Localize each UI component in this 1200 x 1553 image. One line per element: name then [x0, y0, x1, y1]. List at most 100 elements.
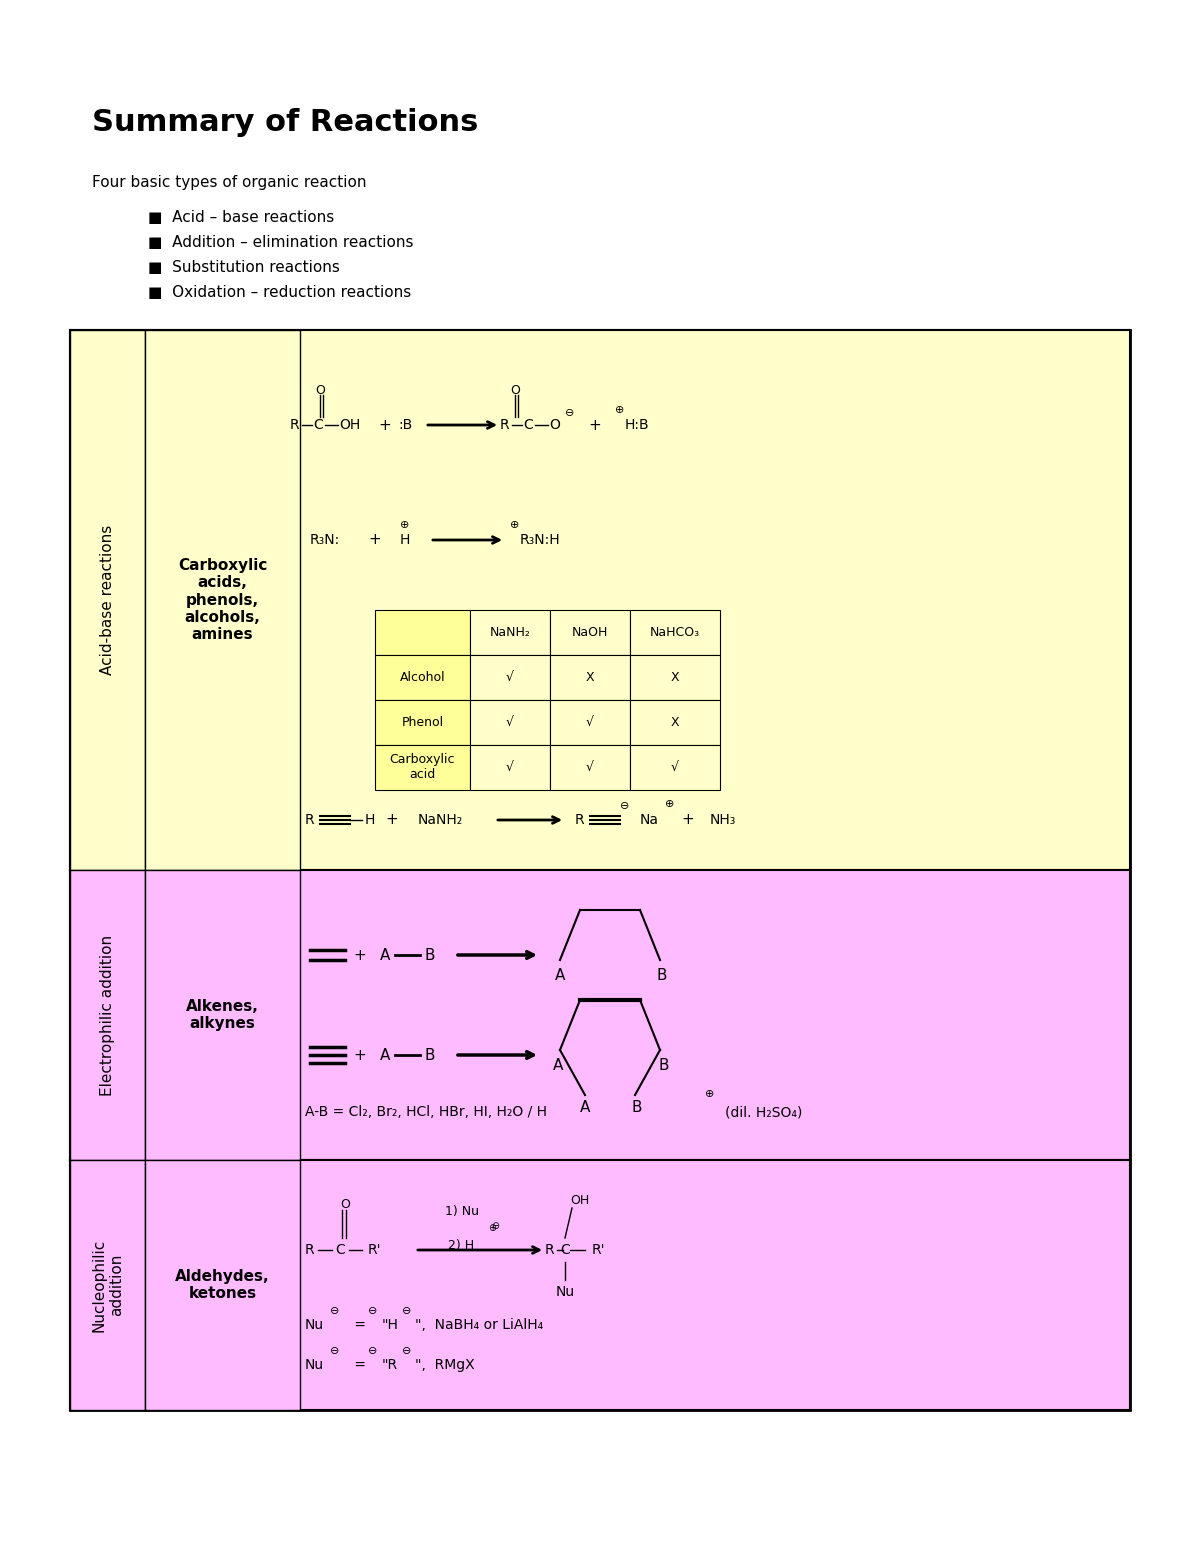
- Text: Nu: Nu: [305, 1318, 324, 1332]
- Text: ■  Addition – elimination reactions: ■ Addition – elimination reactions: [148, 235, 414, 250]
- Text: NaOH: NaOH: [572, 626, 608, 638]
- Bar: [550, 655, 630, 700]
- Bar: [630, 610, 720, 655]
- Text: ⊖: ⊖: [330, 1306, 340, 1315]
- Text: ",  RMgX: ", RMgX: [415, 1357, 475, 1371]
- Bar: [550, 610, 630, 655]
- Text: ",  NaBH₄ or LiAlH₄: ", NaBH₄ or LiAlH₄: [415, 1318, 544, 1332]
- Text: C: C: [335, 1242, 344, 1256]
- Text: ⊖: ⊖: [368, 1306, 378, 1315]
- Text: ■  Acid – base reactions: ■ Acid – base reactions: [148, 210, 335, 225]
- Text: +: +: [368, 533, 382, 548]
- Text: Nucleophilic
addition: Nucleophilic addition: [91, 1238, 124, 1331]
- Bar: [70, 329, 1130, 1410]
- Text: O: O: [316, 384, 325, 396]
- Text: √: √: [506, 671, 514, 683]
- Text: O: O: [340, 1199, 350, 1211]
- Text: =: =: [350, 1357, 371, 1371]
- Bar: [470, 655, 550, 700]
- Bar: [145, 329, 300, 870]
- Text: ⊖: ⊖: [402, 1306, 412, 1315]
- Text: B: B: [425, 947, 436, 963]
- Text: R₃N:H: R₃N:H: [520, 533, 560, 547]
- Bar: [70, 329, 1130, 870]
- Bar: [70, 329, 1130, 870]
- Text: R': R': [592, 1242, 606, 1256]
- Text: ⊕: ⊕: [401, 520, 409, 530]
- Text: Na: Na: [640, 814, 659, 828]
- Bar: [145, 870, 300, 1160]
- Text: ⊕: ⊕: [510, 520, 520, 530]
- Text: Alkenes,
alkynes: Alkenes, alkynes: [186, 999, 259, 1031]
- Text: ⊕: ⊕: [488, 1224, 496, 1233]
- Bar: [70, 1160, 145, 1410]
- Bar: [145, 870, 300, 1160]
- Text: ■  Substitution reactions: ■ Substitution reactions: [148, 259, 340, 275]
- Text: √: √: [586, 716, 594, 728]
- Text: B: B: [425, 1048, 436, 1062]
- Text: Electrophilic addition: Electrophilic addition: [100, 935, 115, 1095]
- Text: +: +: [385, 812, 398, 828]
- Text: ⊖: ⊖: [565, 408, 575, 418]
- Bar: [70, 870, 145, 1160]
- Text: B: B: [631, 1100, 642, 1115]
- Bar: [70, 1160, 145, 1410]
- Text: NaHCO₃: NaHCO₃: [650, 626, 700, 638]
- Text: OH: OH: [570, 1194, 589, 1207]
- Text: ■  Oxidation – reduction reactions: ■ Oxidation – reduction reactions: [148, 286, 412, 300]
- Bar: [550, 700, 630, 745]
- Text: NaNH₂: NaNH₂: [490, 626, 530, 638]
- Text: NaNH₂: NaNH₂: [418, 814, 463, 828]
- Text: R: R: [290, 418, 300, 432]
- Text: :B: :B: [398, 418, 412, 432]
- Text: 2) H: 2) H: [448, 1238, 474, 1252]
- Bar: [550, 745, 630, 790]
- Text: R₃N:: R₃N:: [310, 533, 341, 547]
- Bar: [145, 1160, 300, 1410]
- Text: C: C: [313, 418, 323, 432]
- Bar: [70, 1160, 1130, 1410]
- Text: O: O: [550, 418, 560, 432]
- Text: C: C: [560, 1242, 570, 1256]
- Text: R: R: [545, 1242, 554, 1256]
- Text: ⊖: ⊖: [402, 1346, 412, 1356]
- Bar: [70, 870, 1130, 1160]
- Text: √: √: [506, 716, 514, 728]
- Text: R: R: [305, 814, 314, 828]
- Bar: [374, 745, 470, 790]
- Bar: [630, 700, 720, 745]
- Text: Acid-base reactions: Acid-base reactions: [100, 525, 115, 676]
- Text: A: A: [580, 1100, 590, 1115]
- Bar: [630, 745, 720, 790]
- Text: ⊕: ⊕: [706, 1089, 715, 1100]
- Text: ⊖: ⊖: [330, 1346, 340, 1356]
- Text: "R: "R: [382, 1357, 398, 1371]
- Text: B: B: [656, 968, 667, 983]
- Text: Carboxylic
acid: Carboxylic acid: [390, 753, 455, 781]
- Text: Phenol: Phenol: [402, 716, 444, 728]
- Bar: [470, 700, 550, 745]
- Text: Nu: Nu: [305, 1357, 324, 1371]
- Text: Nu: Nu: [556, 1284, 575, 1298]
- Text: Alcohol: Alcohol: [400, 671, 445, 683]
- Bar: [70, 329, 145, 870]
- Bar: [145, 329, 300, 870]
- Text: Four basic types of organic reaction: Four basic types of organic reaction: [92, 175, 366, 189]
- Text: ⊖: ⊖: [620, 801, 630, 811]
- Text: A-B = Cl₂, Br₂, HCl, HBr, HI, H₂O / H: A-B = Cl₂, Br₂, HCl, HBr, HI, H₂O / H: [305, 1106, 547, 1120]
- Bar: [374, 610, 470, 655]
- Text: OH: OH: [340, 418, 361, 432]
- Text: X: X: [671, 716, 679, 728]
- Bar: [630, 655, 720, 700]
- Text: A: A: [380, 1048, 390, 1062]
- Text: H: H: [365, 814, 376, 828]
- Text: X: X: [586, 671, 594, 683]
- Text: R: R: [305, 1242, 314, 1256]
- Text: A: A: [380, 947, 390, 963]
- Text: C: C: [523, 418, 533, 432]
- Text: Summary of Reactions: Summary of Reactions: [92, 109, 479, 137]
- Text: NH₃: NH₃: [710, 814, 737, 828]
- Text: O: O: [510, 384, 520, 396]
- Bar: [70, 870, 145, 1160]
- Text: ⊕: ⊕: [616, 405, 625, 415]
